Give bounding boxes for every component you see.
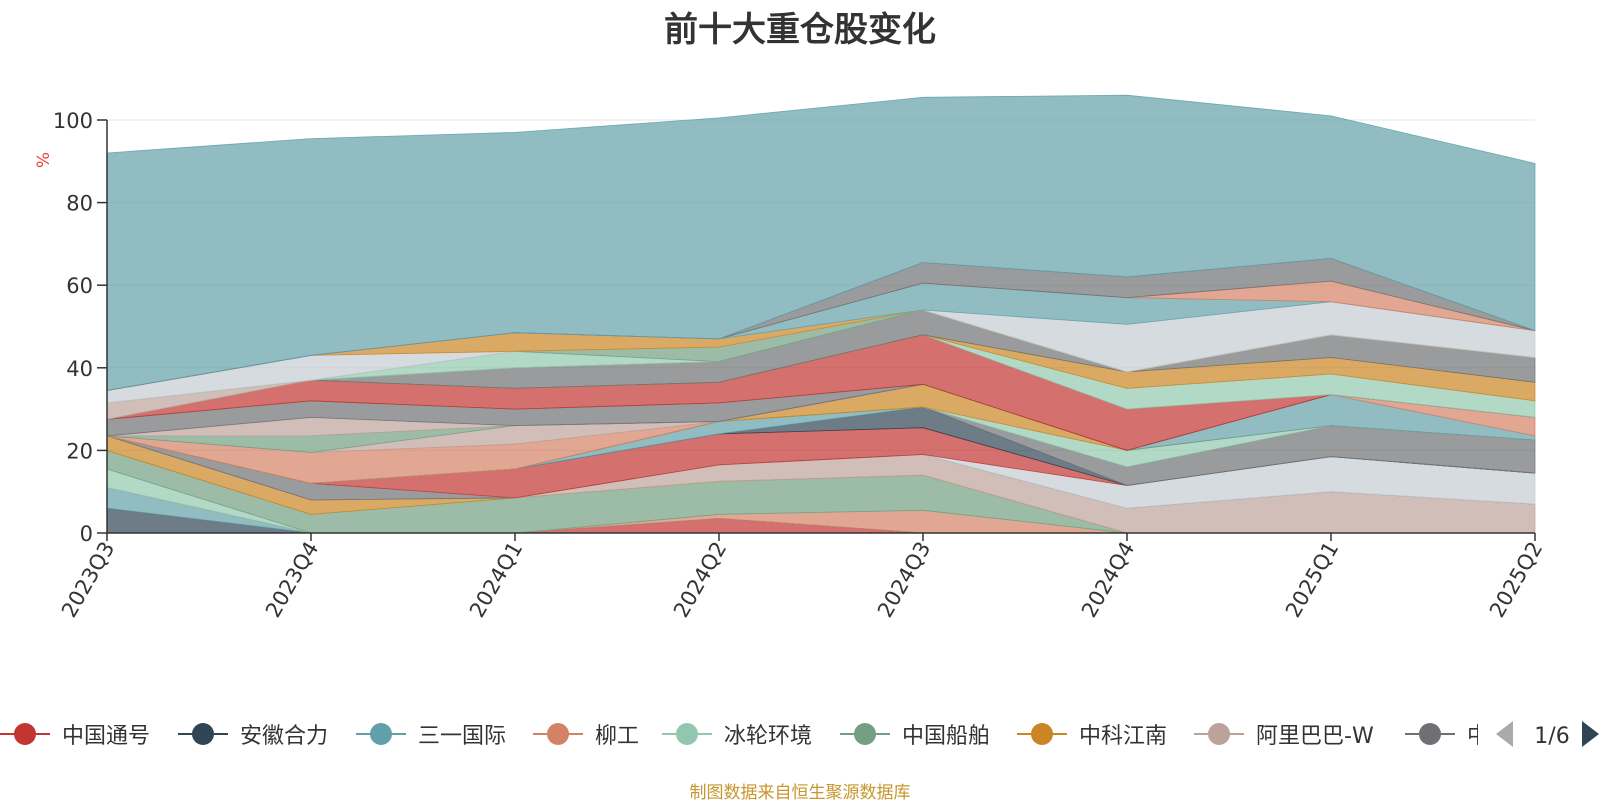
legend-label: 安徽合力: [240, 724, 328, 749]
y-tick-label: 0: [80, 522, 93, 546]
x-tick-label: 2023Q3: [57, 538, 119, 622]
y-tick-label: 40: [66, 357, 93, 381]
legend-item[interactable]: 中国通号: [0, 723, 150, 749]
legend-marker: [547, 723, 569, 745]
legend-marker: [1208, 723, 1230, 745]
y-tick-label: 60: [66, 274, 93, 298]
x-tick-label: 2024Q4: [1077, 538, 1139, 622]
legend-label: 中国通号: [62, 724, 150, 749]
legend-marker: [1031, 723, 1053, 745]
data-source-note: 制图数据来自恒生聚源数据库: [689, 783, 911, 803]
legend-item[interactable]: 中国船舶: [840, 723, 990, 749]
x-tick-label: 2025Q2: [1485, 538, 1547, 622]
legend[interactable]: 中国通号 安徽合力 三一国际 柳工 冰轮环境 中国船舶 中科江南 阿里巴巴-W 中 1/6: [0, 716, 1600, 752]
legend-marker: [854, 723, 876, 745]
legend-item[interactable]: 中: [1405, 723, 1489, 749]
legend-marker: [14, 723, 36, 745]
legend-label: 中国船舶: [902, 724, 990, 749]
x-tick-label: 2024Q3: [873, 538, 935, 622]
chart-title: 前十大重仓股变化: [664, 10, 936, 50]
chart-area: 0 20 40 60 80 100 2023Q3 2023Q4 2024Q1 2024Q2 2024…: [34, 94, 1547, 622]
legend-label: 中科江南: [1079, 724, 1167, 749]
legend-label: 柳工: [595, 724, 639, 749]
legend-item[interactable]: 柳工: [533, 723, 639, 749]
x-tick-label: 2024Q2: [669, 538, 731, 622]
x-tick-label: 2025Q1: [1281, 538, 1343, 622]
legend-label: 阿里巴巴-W: [1256, 724, 1374, 749]
legend-item[interactable]: 冰轮环境: [662, 723, 812, 749]
y-tick-label: 100: [53, 109, 93, 133]
x-tick-label: 2024Q1: [465, 538, 527, 622]
legend-marker: [192, 723, 214, 745]
y-axis-label: %: [34, 152, 54, 168]
legend-label: 冰轮环境: [724, 724, 812, 749]
legend-prev-icon[interactable]: [1496, 721, 1513, 747]
area-series-系列36[interactable]: [106, 94, 1536, 391]
legend-next-icon[interactable]: [1582, 721, 1599, 747]
y-tick-label: 80: [66, 192, 93, 216]
y-tick-label: 20: [66, 439, 93, 463]
legend-marker: [370, 723, 392, 745]
legend-label: 三一国际: [418, 724, 506, 749]
legend-item[interactable]: 阿里巴巴-W: [1194, 723, 1374, 749]
x-tick-label: 2023Q4: [261, 538, 323, 622]
legend-items: 中国通号 安徽合力 三一国际 柳工 冰轮环境 中国船舶 中科江南 阿里巴巴-W 中: [0, 723, 1489, 749]
legend-page-indicator: 1/6: [1534, 724, 1569, 749]
legend-item[interactable]: 安徽合力: [178, 723, 328, 749]
legend-label: 中: [1467, 724, 1489, 749]
legend-item[interactable]: 中科江南: [1017, 723, 1167, 749]
legend-marker: [676, 723, 698, 745]
legend-item[interactable]: 三一国际: [356, 723, 506, 749]
legend-marker: [1419, 723, 1441, 745]
stacked-areas: [106, 94, 1536, 534]
